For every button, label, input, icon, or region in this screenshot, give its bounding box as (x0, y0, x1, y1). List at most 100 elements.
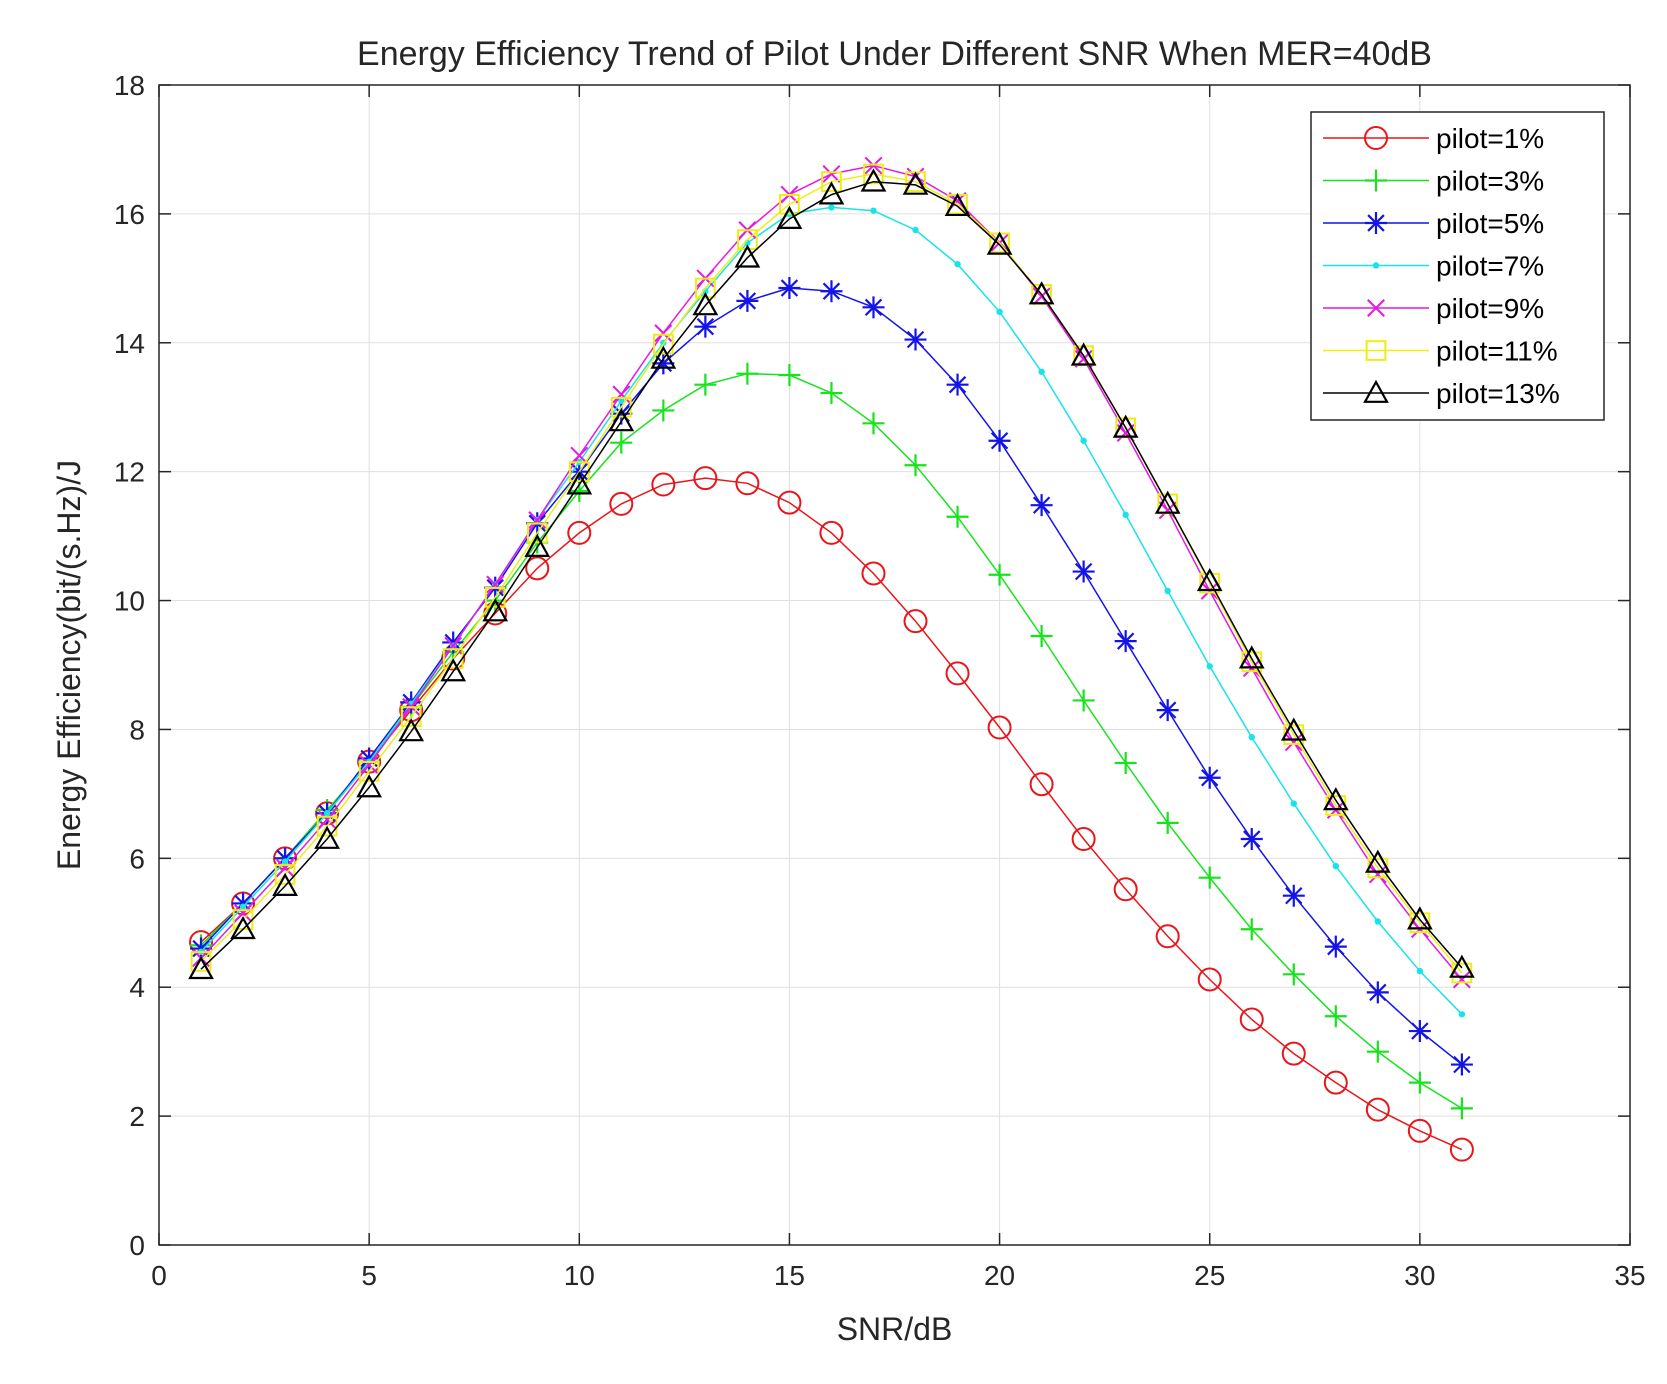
data-point (360, 755, 379, 774)
data-point (778, 364, 801, 386)
data-point (1028, 281, 1055, 305)
data-point (1241, 651, 1263, 673)
series-7 (188, 168, 1475, 980)
data-point (779, 193, 800, 215)
data-point (272, 872, 298, 896)
data-point (904, 328, 927, 351)
x-axis-label: SNR/dB (837, 1311, 953, 1347)
data-point (1458, 1011, 1466, 1018)
series-layer (188, 156, 1475, 1162)
data-point (609, 491, 634, 516)
data-point (1282, 963, 1305, 986)
data-point (861, 561, 886, 586)
data-point (822, 164, 841, 183)
data-point (1030, 494, 1053, 517)
legend-entry: pilot=7% (1323, 251, 1544, 282)
y-tick-label: 6 (129, 843, 145, 874)
data-point (996, 308, 1003, 316)
chart-title: Energy Efficiency Trend of Pilot Under D… (357, 35, 1432, 73)
data-point (735, 471, 760, 496)
data-point (912, 226, 919, 234)
data-point (1070, 342, 1097, 366)
data-point (1030, 625, 1053, 647)
data-point (1324, 935, 1347, 958)
data-point (440, 658, 467, 682)
data-point (903, 609, 928, 634)
data-point (1408, 1020, 1431, 1043)
data-point (1113, 877, 1138, 902)
data-point (778, 277, 801, 299)
data-point (734, 244, 761, 268)
data-point (188, 955, 214, 980)
data-point (988, 429, 1011, 452)
x-tick-label: 30 (1404, 1260, 1435, 1291)
data-point (1323, 1070, 1348, 1095)
data-point (1155, 924, 1180, 949)
y-axis-label: Energy Efficiency(bit/(s.Hz)/J (51, 460, 87, 870)
data-point (1198, 866, 1221, 889)
data-point (1240, 918, 1263, 941)
data-point (652, 399, 675, 422)
data-point (1038, 368, 1045, 375)
data-point (610, 431, 633, 454)
data-point (618, 397, 625, 404)
legend-marker (1365, 169, 1387, 192)
legend-entry: pilot=1% (1323, 123, 1544, 154)
data-point (946, 373, 969, 396)
data-point (777, 490, 802, 515)
data-point (1450, 1053, 1473, 1076)
data-point (820, 280, 843, 303)
data-point (736, 362, 759, 385)
data-point (1196, 567, 1223, 592)
data-point (1450, 1097, 1473, 1120)
data-point (610, 402, 633, 425)
data-point (650, 345, 677, 369)
data-point (1154, 490, 1181, 514)
data-point (316, 815, 338, 837)
data-point (1364, 849, 1391, 873)
data-point (1071, 827, 1096, 851)
data-point (1374, 918, 1382, 925)
data-point (356, 774, 383, 798)
data-point (1409, 912, 1431, 934)
data-point (1281, 1041, 1306, 1066)
x-tick-label: 25 (1194, 1260, 1225, 1291)
x-tick-label: 20 (984, 1260, 1015, 1291)
data-point (1029, 772, 1054, 797)
data-point (1238, 645, 1265, 669)
series-line (200, 180, 1463, 970)
data-point (1280, 717, 1307, 741)
data-point (608, 408, 635, 432)
data-point (652, 352, 675, 375)
legend-entry: pilot=3% (1323, 166, 1544, 197)
data-point (986, 231, 1013, 255)
data-point (1416, 967, 1424, 975)
y-tick-label: 18 (114, 70, 145, 101)
y-tick-label: 12 (114, 457, 145, 488)
data-point (828, 204, 835, 211)
x-tick-label: 5 (361, 1260, 377, 1291)
data-point (1406, 906, 1433, 930)
data-point (1290, 800, 1297, 807)
data-point (776, 205, 803, 229)
data-point (570, 446, 589, 465)
y-tick-label: 8 (129, 714, 145, 745)
data-point (1449, 954, 1475, 978)
data-point (736, 289, 759, 312)
legend-entry: pilot=5% (1323, 208, 1544, 239)
data-point (988, 563, 1011, 586)
data-point (1197, 967, 1222, 992)
legend: pilot=1% pilot=3% pilot=5% pilot=7% pilot=9%… (1310, 111, 1605, 421)
y-tick-label: 4 (129, 972, 145, 1003)
y-tick-label: 10 (114, 586, 145, 617)
series-4 (197, 204, 1466, 1018)
data-point (1112, 414, 1139, 438)
data-point (1080, 437, 1087, 444)
data-point (314, 825, 340, 849)
data-point (1407, 1118, 1432, 1143)
data-point (1240, 828, 1263, 850)
legend-label: pilot=1% (1436, 123, 1544, 154)
data-point (819, 520, 844, 545)
legend-marker (1365, 340, 1387, 361)
